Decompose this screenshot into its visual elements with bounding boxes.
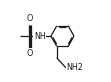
Text: NH: NH <box>34 32 46 41</box>
Text: O: O <box>27 49 33 58</box>
Text: O: O <box>27 14 33 23</box>
Text: NH2: NH2 <box>67 63 83 72</box>
